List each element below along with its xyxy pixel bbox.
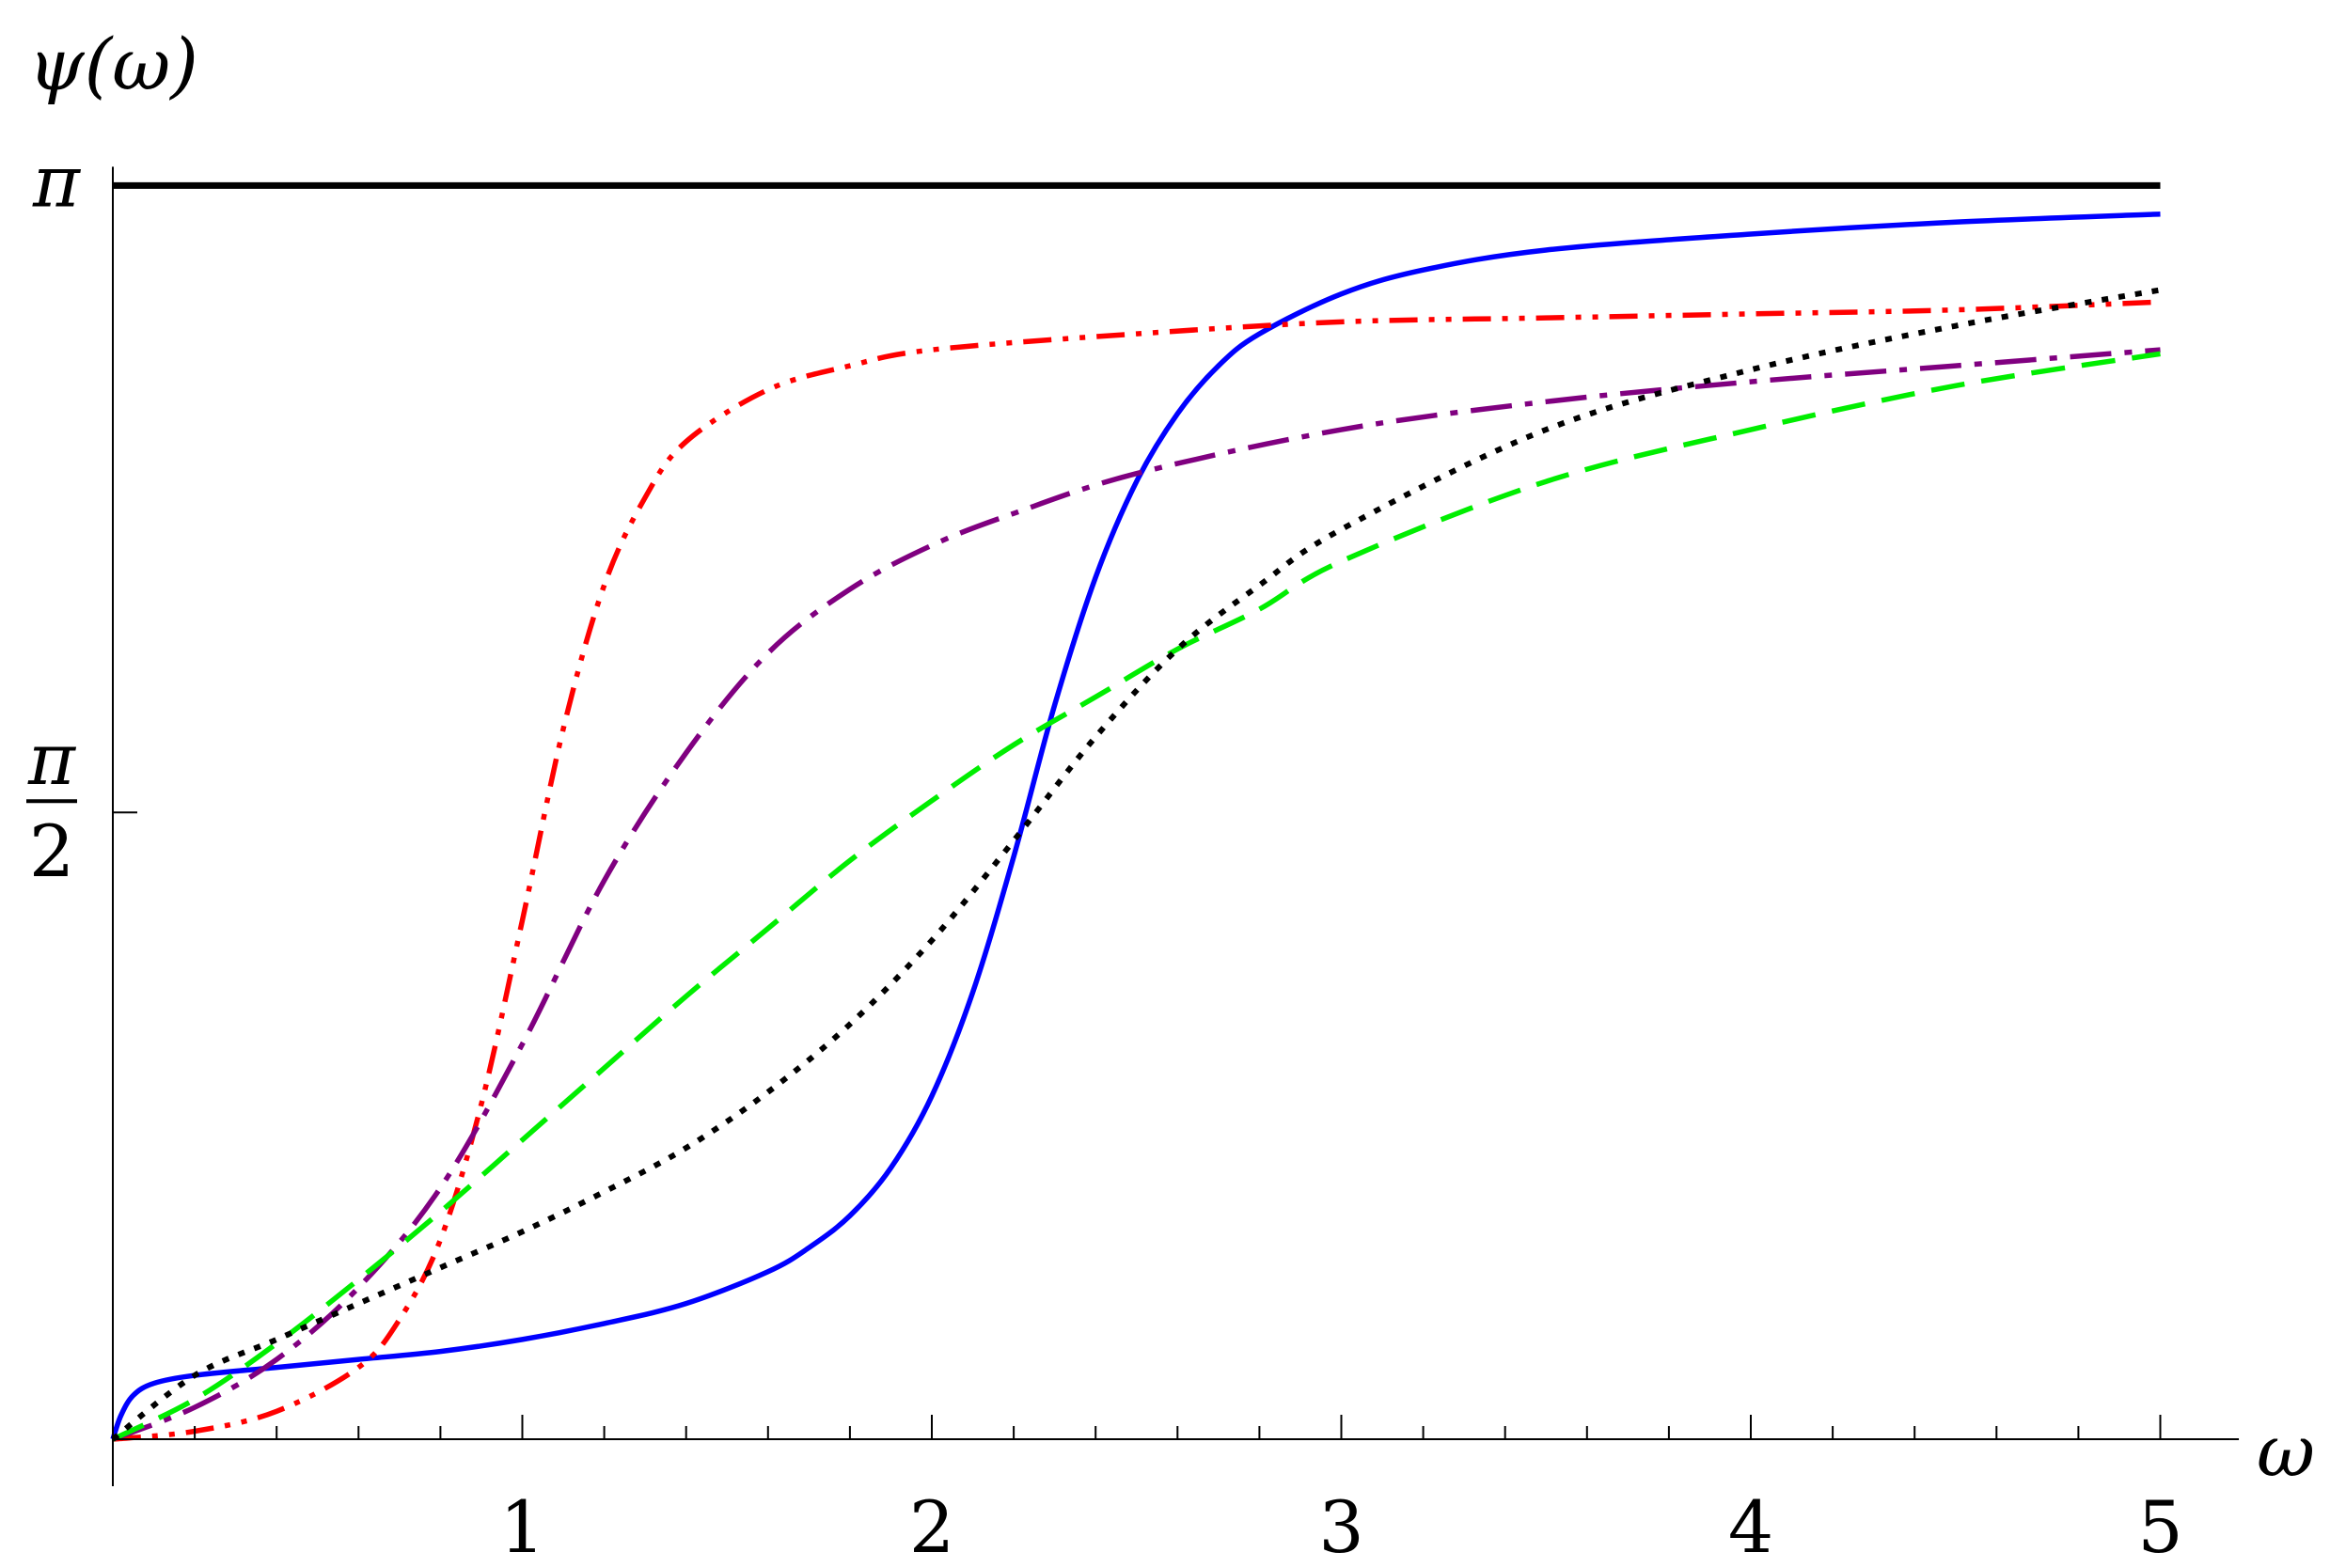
y-tick-label-denominator: 2 (29, 809, 74, 893)
x-axis-label: ω (2257, 1409, 2315, 1493)
series-line-green (111, 351, 2161, 1442)
x-tick-label: 2 (909, 1485, 954, 1568)
series-layer (110, 181, 2162, 1442)
x-tick-label: 1 (499, 1485, 544, 1568)
series-line-blue (110, 212, 2161, 1440)
series-line-black-dotted (111, 287, 2162, 1442)
y-tick-label-numerator: π (27, 717, 77, 801)
series-line-red (112, 299, 2161, 1442)
x-tick-label: 4 (1728, 1485, 1773, 1568)
x-tick-label: 3 (1318, 1485, 1363, 1568)
y-tick-label: π (32, 139, 82, 223)
series-line-purple (112, 347, 2161, 1442)
y-axis-label: ψ(ω) (28, 23, 198, 106)
x-tick-label: 5 (2137, 1485, 2182, 1568)
axes-layer (112, 166, 2240, 1486)
